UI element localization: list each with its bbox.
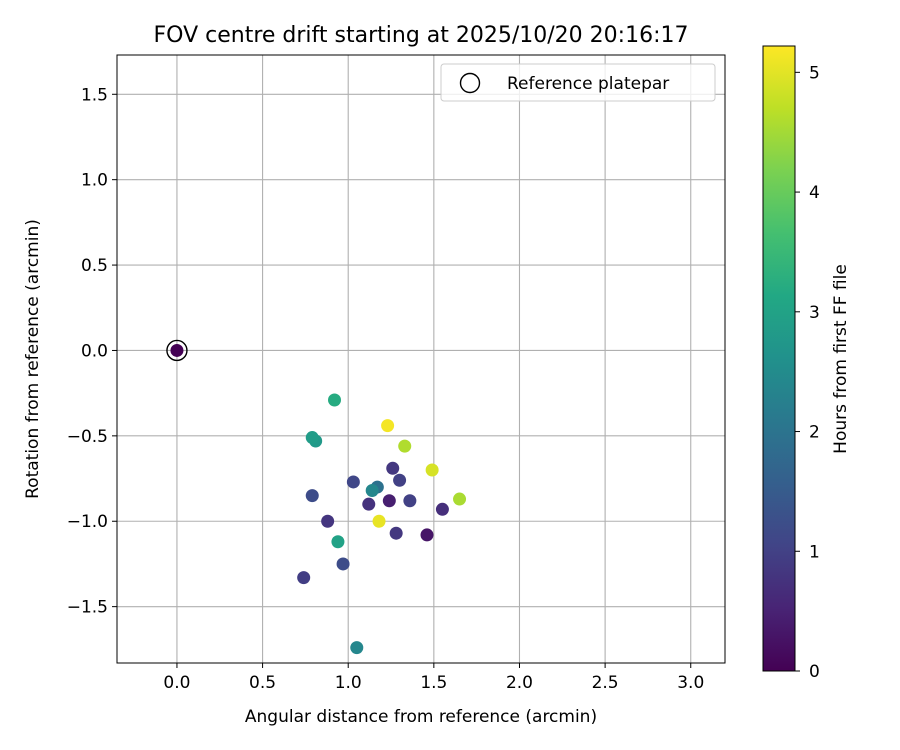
x-tick-label: 1.0 xyxy=(335,673,362,693)
legend-marker xyxy=(459,72,481,94)
data-point xyxy=(420,528,434,542)
grid xyxy=(117,55,725,663)
data-point xyxy=(297,571,311,585)
data-point xyxy=(393,473,407,487)
data-point xyxy=(336,557,350,571)
colorbar-tick-label: 5 xyxy=(809,63,820,83)
y-tick-label: −0.5 xyxy=(67,427,108,447)
reference-platepar-marker xyxy=(166,339,188,362)
data-point xyxy=(435,502,449,516)
x-tick-label: 3.0 xyxy=(677,673,704,693)
x-tick-label: 2.5 xyxy=(592,673,619,693)
colorbar-ticks: 0 1 2 3 4 5 xyxy=(795,63,820,682)
x-tick-label: 2.0 xyxy=(506,673,533,693)
colorbar-tick-label: 0 xyxy=(809,662,820,682)
data-point xyxy=(372,514,386,528)
data-point xyxy=(170,343,184,357)
legend-box xyxy=(440,63,716,102)
y-tick-label: 1.0 xyxy=(81,171,108,191)
data-point xyxy=(305,489,319,503)
data-point xyxy=(346,475,360,489)
data-point xyxy=(350,641,364,655)
x-tick-label: 0.0 xyxy=(163,673,190,693)
data-point xyxy=(362,497,376,511)
y-tick-label: −1.5 xyxy=(67,598,108,618)
data-point xyxy=(305,431,319,445)
x-tick-label: 0.5 xyxy=(249,673,276,693)
plot-frame xyxy=(116,54,726,664)
data-point xyxy=(398,439,412,453)
y-axis-label: Rotation from reference (arcmin) xyxy=(23,219,43,499)
data-point xyxy=(382,494,396,508)
y-tick-label: 0.5 xyxy=(81,256,108,276)
data-points xyxy=(166,339,467,655)
colorbar-tick-label: 1 xyxy=(809,542,820,562)
data-point xyxy=(381,419,395,433)
data-point xyxy=(403,494,417,508)
colorbar-tick-label: 2 xyxy=(809,423,820,443)
x-axis-label: Angular distance from reference (arcmin) xyxy=(245,707,597,727)
x-axis-ticks: 0.0 0.5 1.0 1.5 2.0 2.5 3.0 xyxy=(163,663,704,693)
legend: Reference platepar xyxy=(440,63,716,102)
colorbar: 0 1 2 3 4 5 Hours from first FF file xyxy=(762,45,851,682)
data-point xyxy=(328,393,342,407)
legend-label: Reference platepar xyxy=(507,74,669,94)
data-point xyxy=(365,484,379,498)
x-tick-label: 1.5 xyxy=(420,673,447,693)
colorbar-gradient xyxy=(762,45,796,672)
data-point xyxy=(453,492,467,506)
data-point xyxy=(321,514,335,528)
data-point xyxy=(425,463,439,477)
y-tick-label: −1.0 xyxy=(67,512,108,532)
chart-title: FOV centre drift starting at 2025/10/20 … xyxy=(154,23,689,48)
colorbar-label: Hours from first FF file xyxy=(831,264,851,454)
y-tick-label: 1.5 xyxy=(81,85,108,105)
y-axis-ticks: 1.5 1.0 0.5 0.0 −0.5 −1.0 −1.5 xyxy=(67,85,117,618)
data-point xyxy=(386,461,400,475)
data-point xyxy=(389,526,403,540)
colorbar-tick-label: 3 xyxy=(809,303,820,323)
y-tick-label: 0.0 xyxy=(81,341,108,361)
colorbar-tick-label: 4 xyxy=(809,183,820,203)
data-point xyxy=(331,535,345,549)
